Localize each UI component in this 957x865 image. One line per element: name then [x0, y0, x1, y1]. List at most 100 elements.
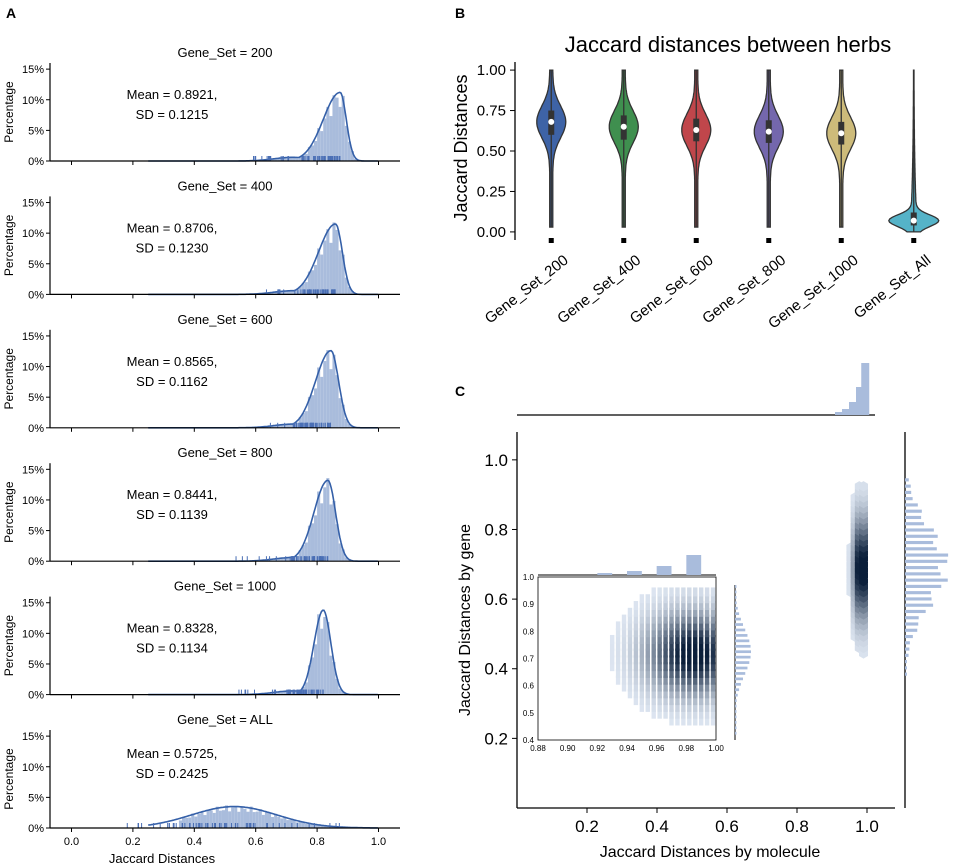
y-tick-label: 0% — [28, 823, 44, 835]
histogram-bar — [320, 628, 324, 695]
histogram-bar — [329, 242, 333, 295]
inset-y-tick-label: 0.7 — [523, 655, 535, 664]
inset-hexbin-cell — [675, 709, 680, 719]
inset-hexbin-cell — [651, 689, 656, 699]
y-axis-label: Percentage — [2, 615, 16, 677]
histogram-bar — [329, 369, 333, 428]
inset-hexbin-cell — [621, 634, 627, 644]
inset-marginal-bar — [735, 628, 746, 632]
inset-hexbin-cell — [645, 614, 650, 624]
inset-hexbin-cell — [698, 601, 704, 611]
histogram-subplot: Gene_Set = 400 0% 5% 10% 15% Percentage Mean =… — [2, 178, 400, 301]
marginal-bar — [905, 666, 907, 670]
histogram-bar — [212, 812, 216, 828]
inset-hexbin-cell — [687, 607, 692, 617]
histogram-bar — [298, 417, 302, 428]
histogram-bar — [341, 404, 345, 428]
inset-hexbin-cell — [698, 696, 704, 706]
histogram-bar — [323, 361, 327, 428]
inset-marginal-bar — [735, 596, 737, 599]
inset-hexbin-cell — [657, 641, 662, 651]
inset-hexbin-cell — [645, 628, 650, 638]
histogram-bar — [329, 116, 333, 161]
panel-label-a: A — [6, 5, 16, 21]
inset-hexbin-cell — [669, 702, 674, 712]
inset-hexbin-cell — [710, 587, 716, 597]
inset-hexbin-cell — [651, 668, 656, 678]
inset-hexbin-cell — [639, 682, 645, 692]
inset-hexbin-cell — [704, 655, 710, 665]
inset-hexbin-cell — [675, 689, 680, 699]
histogram-bar — [274, 813, 278, 828]
inset-hexbin-cell — [645, 662, 650, 672]
inset-marginal-bar — [735, 731, 737, 735]
inset-hexbin-cell — [704, 716, 710, 726]
inset-hexbin-cell — [657, 628, 662, 638]
histogram-bar — [323, 240, 327, 295]
y-tick-label: 10% — [22, 762, 44, 774]
inset-hexbin-cell — [693, 675, 698, 685]
inset-hexbin-cell — [621, 662, 627, 672]
histogram-bar — [215, 806, 219, 828]
inset-hexbin-cell — [675, 648, 680, 658]
inset-x-tick-label: 0.98 — [679, 744, 695, 753]
x-tick — [693, 238, 699, 243]
inset-hexbin-cell — [693, 668, 698, 678]
inset-hexbin-cell — [639, 655, 645, 665]
inset-hexbin-cell — [609, 641, 615, 651]
inset-y-tick-label: 0.9 — [523, 600, 535, 609]
y-tick-label: 5% — [28, 526, 44, 538]
histogram-bar — [289, 424, 293, 428]
inset-hexbin-cell — [675, 628, 680, 638]
histogram-bar — [182, 816, 186, 828]
inset-hexbin-cell — [645, 648, 650, 658]
inset-hexbin-cell — [669, 614, 674, 624]
sd-annotation: SD = 0.1215 — [136, 107, 209, 122]
violin-median-dot — [838, 130, 845, 137]
y-tick-label: 15% — [22, 331, 44, 343]
inset-hexbin-cell — [675, 702, 680, 712]
inset-hexbin-cell — [693, 628, 698, 638]
subplot-title: Gene_Set = 200 — [177, 45, 272, 60]
inset-marginal-bar — [735, 650, 751, 654]
marginal-bar — [905, 591, 931, 595]
y-tick-label: 10% — [22, 495, 44, 507]
inset-hexbin-cell — [693, 594, 698, 604]
histogram-bar — [286, 558, 290, 562]
inset-hexbin-cell — [651, 621, 656, 631]
inset-hexbin-cell — [615, 641, 621, 651]
y-tick-label: 0.6 — [484, 590, 508, 609]
histogram-bar — [246, 811, 250, 828]
histogram-bar — [332, 95, 336, 161]
inset-hexbin-cell — [639, 675, 645, 685]
histogram-bar — [225, 805, 229, 828]
x-tick-label: 0.4 — [645, 817, 669, 836]
histogram-bar — [237, 811, 241, 828]
inset-hexbin-cell — [669, 668, 674, 678]
inset-hexbin-cell — [698, 668, 704, 678]
inset-marginal-bar — [627, 571, 642, 575]
marginal-bar — [905, 622, 919, 626]
inset-hexbin-cell — [657, 634, 662, 644]
inset-hexbin-cell — [627, 682, 633, 692]
histogram-bar — [320, 825, 324, 828]
y-tick-label: 5% — [28, 659, 44, 671]
inset-hexbin-cell — [621, 621, 627, 631]
histogram-bar — [252, 812, 256, 828]
inset-hexbin-cell — [609, 634, 615, 644]
sd-annotation: SD = 0.1134 — [136, 641, 208, 656]
marginal-bar — [905, 528, 934, 532]
histogram-bar — [271, 816, 275, 828]
histogram-bar — [307, 396, 311, 428]
inset-hexbin-cell — [693, 702, 698, 712]
histogram-bar — [317, 824, 321, 828]
sd-annotation: SD = 0.1139 — [136, 507, 208, 522]
inset-hexbin-cell — [669, 675, 674, 685]
y-axis-label: Percentage — [2, 481, 16, 543]
histogram-bar — [320, 254, 324, 295]
marginal-bar — [905, 609, 926, 614]
y-tick-label: 0% — [28, 289, 44, 301]
inset-hexbin-cell — [710, 634, 716, 644]
inset-hexbin-cell — [651, 675, 656, 685]
inset-hexbin-cell — [627, 675, 633, 685]
